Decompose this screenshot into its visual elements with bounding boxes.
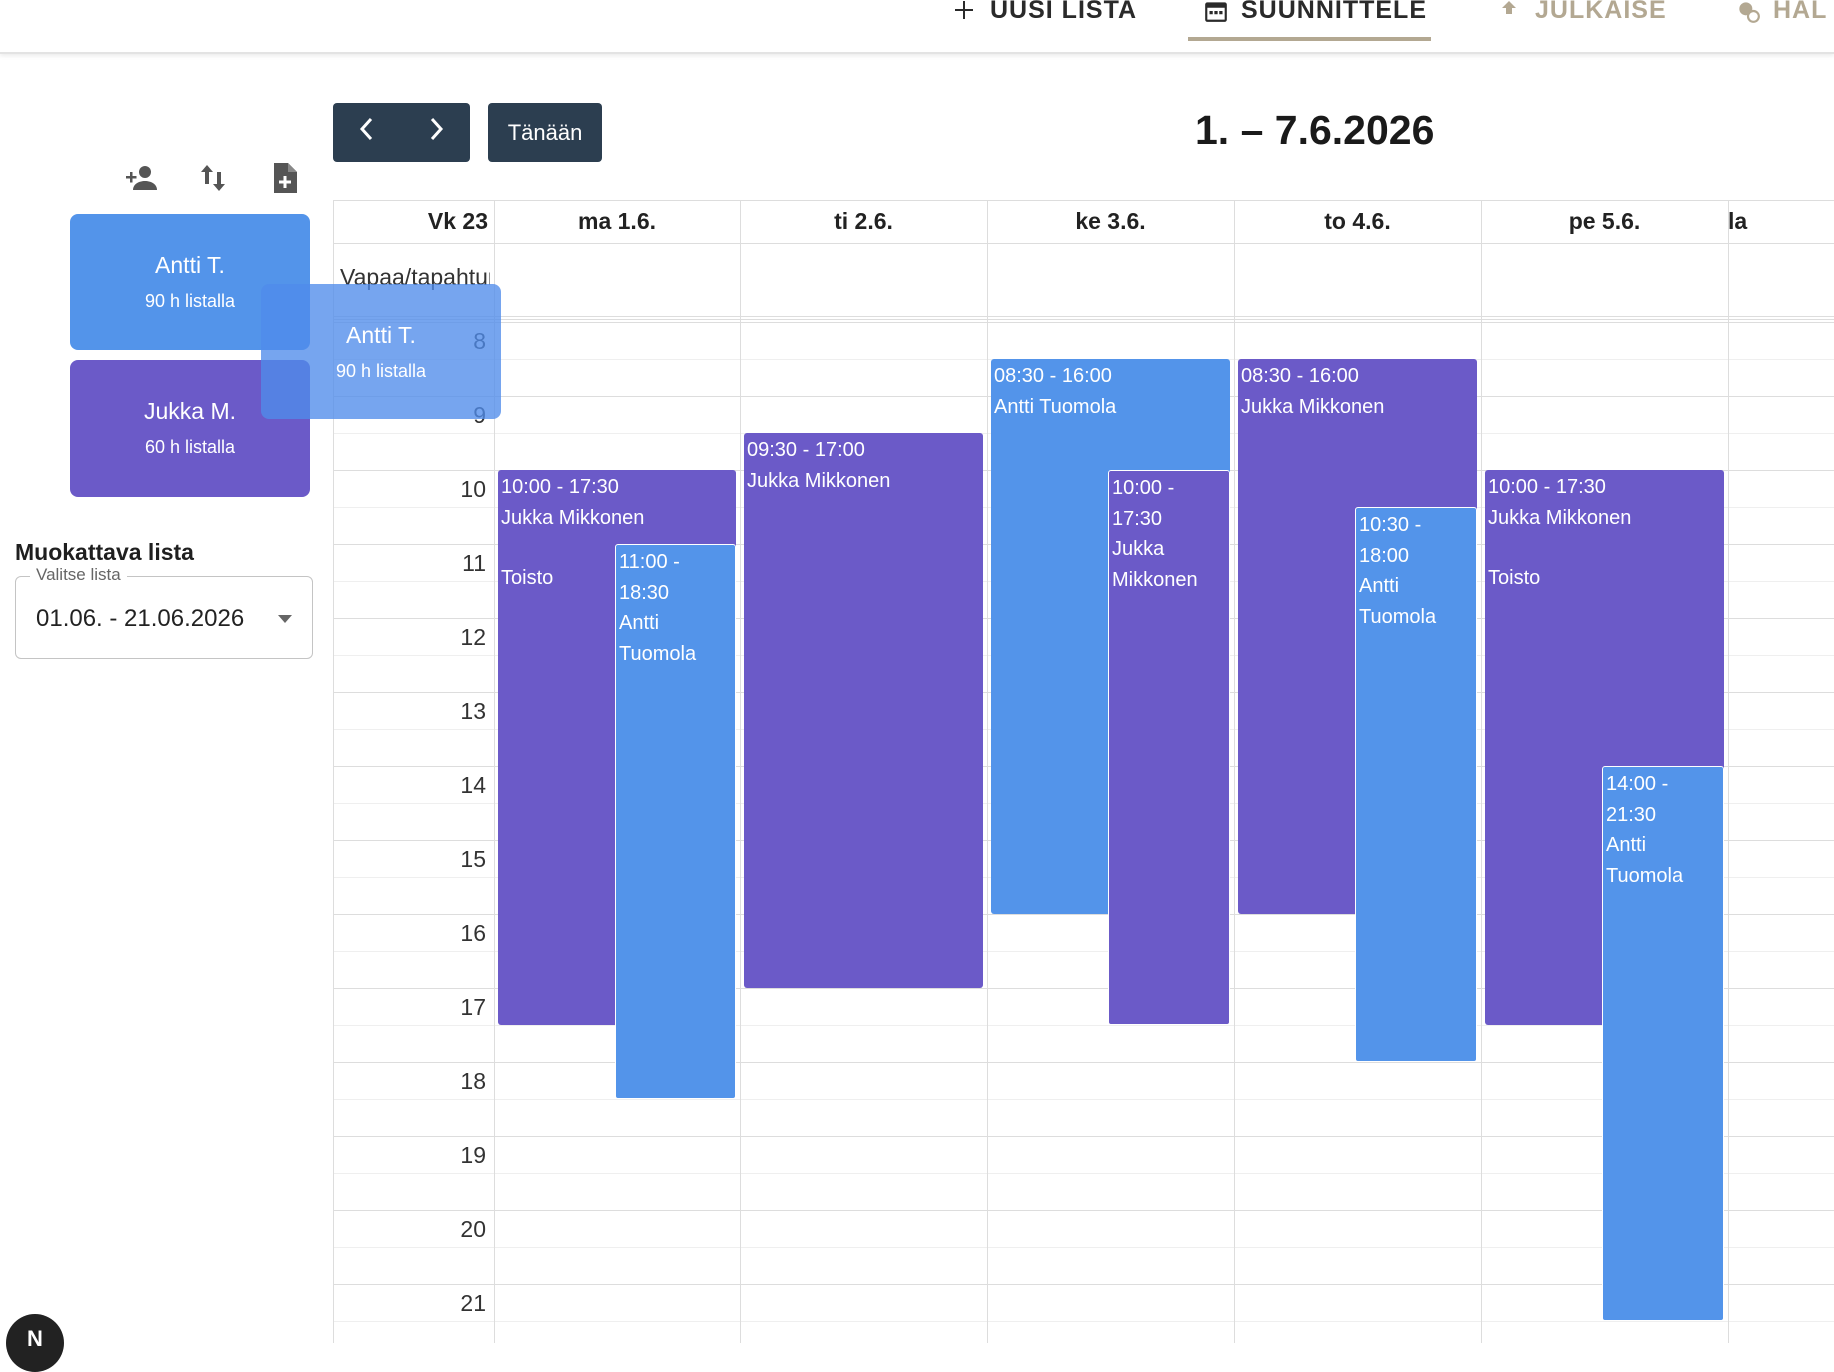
shift-note: Toisto — [501, 567, 554, 589]
upload-icon — [1497, 0, 1521, 22]
shift-event[interactable]: 14:00 - 21:30 Antti Tuomola — [1602, 766, 1724, 1321]
nav-manage-label: HAL — [1773, 0, 1828, 24]
shift-note: Toisto — [1488, 567, 1541, 589]
chevron-right-icon — [430, 117, 443, 141]
top-navigation: UUSI LISTA SUUNNITTELE JULKAISE HAL — [0, 0, 1834, 54]
nav-publish-label: JULKAISE — [1535, 0, 1667, 24]
day-header: la — [1728, 208, 1748, 234]
active-tab-indicator — [1188, 37, 1431, 41]
nav-new-list[interactable]: UUSI LISTA — [952, 0, 1137, 38]
day-header: to 4.6. — [1324, 208, 1391, 234]
shift-event[interactable]: 10:00 - 17:30 Jukka Mikkonen — [1108, 470, 1230, 1025]
hour-label: 15 — [460, 846, 486, 872]
prev-week-button[interactable] — [333, 103, 402, 162]
shift-employee: Jukka Mikkonen — [1488, 506, 1632, 529]
list-select-value: 01.06. - 21.06.2026 — [36, 605, 245, 632]
today-button[interactable]: Tänään — [488, 103, 602, 162]
list-select-label: Valitse lista — [30, 565, 127, 585]
avatar-button[interactable]: N — [6, 1314, 64, 1372]
plus-icon — [952, 0, 976, 22]
hour-label: 14 — [460, 772, 486, 798]
calendar-title: 1. – 7.6.2026 — [1195, 107, 1435, 153]
shift-employee: Antti Tuomola — [1606, 834, 1684, 887]
shift-employee: Antti Tuomola — [1359, 575, 1437, 628]
employee-name: Jukka M. — [143, 398, 237, 424]
hour-label: 13 — [460, 698, 486, 724]
nav-manage[interactable]: HAL — [1735, 0, 1827, 38]
next-week-button[interactable] — [402, 103, 471, 162]
day-header: ke 3.6. — [1075, 208, 1146, 234]
shift-time: 10:00 - 17:30 — [1488, 476, 1606, 498]
shift-employee: Jukka Mikkonen — [1241, 395, 1385, 418]
hour-label: 12 — [460, 624, 486, 650]
shift-time: 14:00 - 21:30 — [1606, 773, 1669, 826]
week-number: Vk 23 — [427, 208, 488, 234]
sort-button[interactable] — [193, 160, 233, 200]
nav-new-list-label: UUSI LISTA — [990, 0, 1138, 24]
hour-label: 19 — [460, 1142, 486, 1168]
shift-event[interactable]: 10:30 - 18:00 Antti Tuomola — [1355, 507, 1477, 1062]
shift-time: 11:00 - 18:30 — [619, 551, 680, 604]
shift-employee: Jukka Mikkonen — [1112, 538, 1198, 591]
chevron-left-icon — [360, 117, 373, 141]
shift-time: 10:30 - 18:00 — [1359, 514, 1422, 567]
user-lock-icon — [1735, 0, 1760, 23]
shift-employee: Jukka Mikkonen — [747, 469, 891, 492]
hour-label: 11 — [462, 550, 486, 576]
add-file-button[interactable] — [265, 160, 305, 200]
shift-time: 10:00 - 17:30 — [1112, 477, 1175, 530]
day-header: ma 1.6. — [578, 208, 656, 234]
shift-time: 09:30 - 17:00 — [747, 439, 865, 461]
shift-time: 10:00 - 17:30 — [501, 476, 619, 498]
add-person-button[interactable] — [121, 160, 161, 200]
hour-label: 17 — [460, 994, 486, 1020]
hour-label: 21 — [460, 1290, 486, 1316]
shift-time: 08:30 - 16:00 — [1241, 365, 1359, 387]
week-nav-group — [333, 103, 470, 162]
hour-label: 16 — [460, 920, 486, 946]
nav-publish[interactable]: JULKAISE — [1497, 0, 1667, 38]
shift-event[interactable]: 11:00 - 18:30 Antti Tuomola — [615, 544, 736, 1099]
drag-ghost-name: Antti T. — [346, 322, 416, 348]
sort-icon — [199, 163, 227, 198]
shift-employee: Antti Tuomola — [619, 612, 697, 665]
drag-ghost-hours: 90 h listalla — [335, 361, 427, 381]
nav-plan-label: SUUNNITTELE — [1241, 0, 1427, 24]
drag-ghost-employee-card[interactable]: Antti T. 90 h listalla — [261, 284, 501, 419]
hour-label: 18 — [460, 1068, 486, 1094]
hour-label: 20 — [460, 1216, 486, 1242]
employee-hours: 90 h listalla — [144, 291, 236, 311]
hour-label: 10 — [460, 476, 486, 502]
day-header: pe 5.6. — [1568, 208, 1641, 234]
shift-employee: Jukka Mikkonen — [501, 506, 645, 529]
editable-list-title: Muokattava lista — [15, 539, 194, 565]
add-file-icon — [271, 162, 299, 199]
nav-plan[interactable]: SUUNNITTELE — [1203, 0, 1427, 38]
add-person-icon — [123, 163, 159, 198]
employee-hours: 60 h listalla — [144, 437, 236, 457]
list-select[interactable]: Valitse lista 01.06. - 21.06.2026 — [15, 565, 313, 659]
shift-event[interactable]: 09:30 - 17:00 Jukka Mikkonen — [744, 433, 983, 988]
shift-time: 08:30 - 16:00 — [994, 365, 1112, 387]
day-header: ti 2.6. — [834, 208, 893, 234]
caret-down-icon — [278, 615, 292, 623]
shift-employee: Antti Tuomola — [994, 395, 1117, 418]
employee-name: Antti T. — [155, 252, 225, 278]
calendar-icon — [1203, 0, 1227, 22]
